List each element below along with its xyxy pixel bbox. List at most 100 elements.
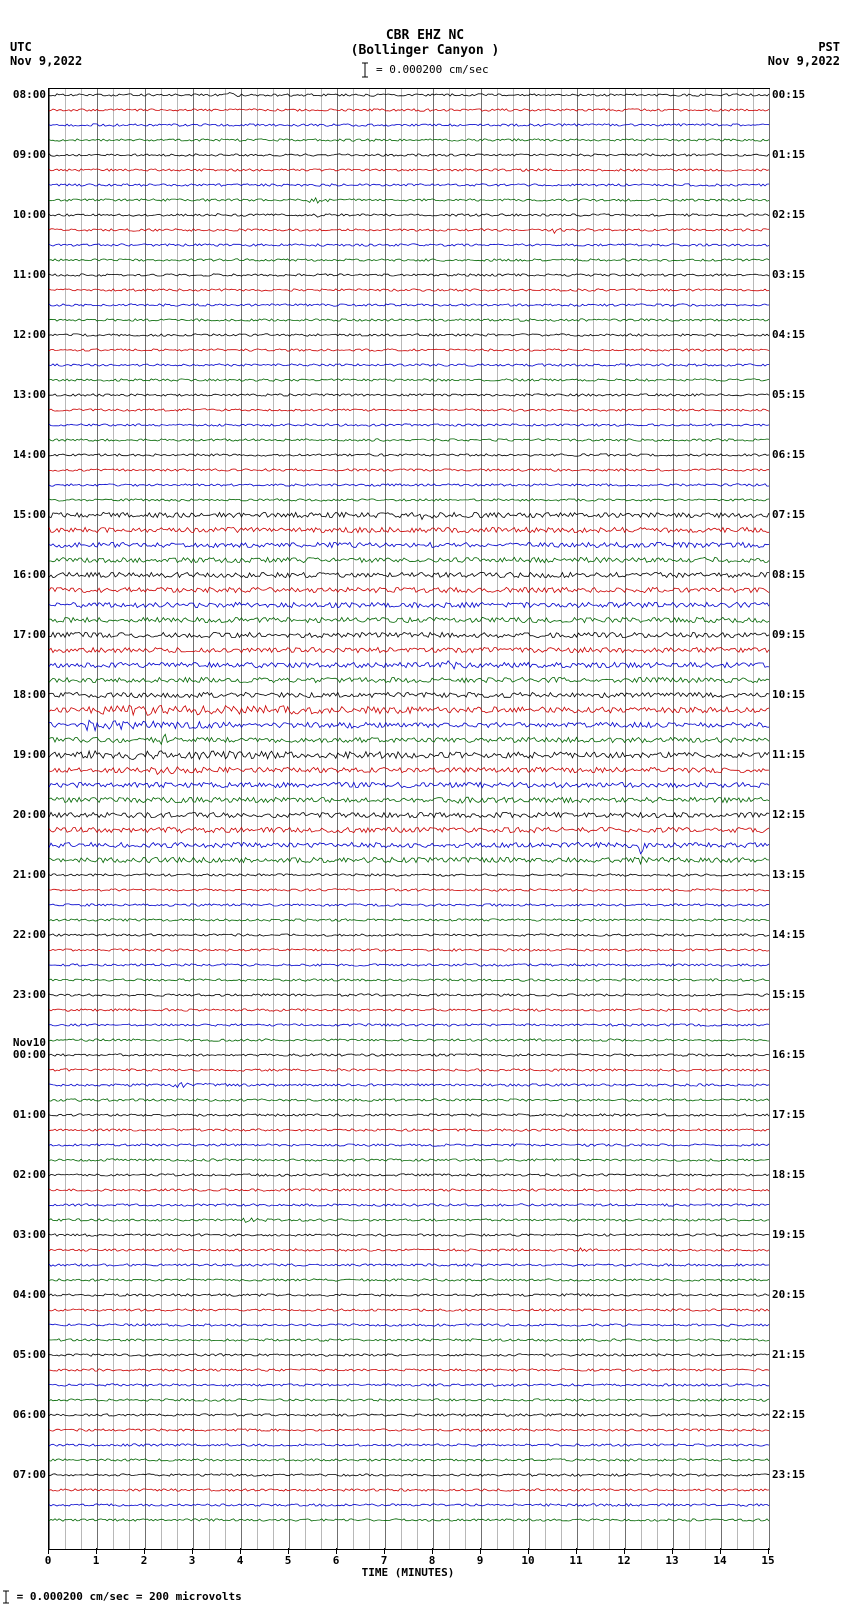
seismic-trace [49,259,769,261]
seismic-trace [49,677,769,682]
pst-time-label: 20:15 [772,1288,822,1301]
seismic-trace [49,154,769,156]
footer-scale: = 0.000200 cm/sec = 200 microvolts [2,1590,242,1604]
scale-bar-icon [361,62,369,78]
utc-time-label: 03:00 [2,1228,46,1241]
seismic-trace [49,499,769,501]
xtick-label: 0 [45,1554,52,1567]
seismic-trace [49,1369,769,1371]
seismic-trace [49,349,769,351]
seismic-trace [49,1009,769,1011]
seismic-trace [49,214,769,218]
seismic-trace [49,289,769,291]
seismic-trace [49,124,769,126]
seismic-trace [49,1474,769,1476]
seismic-trace [49,587,769,592]
utc-time-label: 20:00 [2,808,46,821]
seismic-trace [49,934,769,936]
pst-time-label: 23:15 [772,1468,822,1481]
pst-time-label: 05:15 [772,388,822,401]
seismic-trace [49,1279,769,1281]
utc-time-label: 01:00 [2,1108,46,1121]
seismic-trace [49,1083,769,1088]
utc-time-label: 10:00 [2,208,46,221]
seismic-trace [49,244,769,246]
seismic-trace [49,184,769,186]
utc-time-label: 02:00 [2,1168,46,1181]
seismic-trace [49,527,769,532]
footer-text: = 0.000200 cm/sec = 200 microvolts [17,1590,242,1603]
seismic-trace [49,720,769,730]
tz-right-date: Nov 9,2022 [768,54,840,68]
seismic-trace [49,827,769,833]
seismic-trace [49,1354,769,1356]
seismic-trace [49,994,769,996]
utc-time-label: 07:00 [2,1468,46,1481]
utc-time-label: 19:00 [2,748,46,761]
seismic-trace [49,469,769,471]
xtick-label: 4 [237,1554,244,1567]
tz-left-date: Nov 9,2022 [10,54,82,68]
seismic-trace [49,364,769,366]
seismic-trace [49,919,769,921]
utc-time-label: 05:00 [2,1348,46,1361]
seismic-trace [49,1504,769,1506]
utc-time-label: 00:00 [2,1048,46,1061]
utc-time-label: 11:00 [2,268,46,281]
seismic-trace [49,512,769,519]
seismic-trace [49,1204,769,1206]
seismic-trace [49,1144,769,1146]
scale-text: = 0.000200 cm/sec [376,63,489,76]
seismogram-container: CBR EHZ NC (Bollinger Canyon ) = 0.00020… [0,0,850,1613]
seismic-trace [49,542,769,547]
seismic-trace [49,949,769,951]
seismic-trace [49,1429,769,1431]
pst-time-label: 14:15 [772,928,822,941]
x-axis-label: TIME (MINUTES) [308,1566,508,1579]
seismic-trace [49,705,769,715]
scale-indicator: = 0.000200 cm/sec [0,58,850,86]
utc-time-label: 13:00 [2,388,46,401]
date-change-label: Nov10 [2,1036,46,1049]
seismic-trace [49,1054,769,1056]
seismic-trace [49,1114,769,1116]
xtick-label: 2 [141,1554,148,1567]
seismogram-plot [48,88,770,1550]
station-location: (Bollinger Canyon ) [0,43,850,58]
pst-time-label: 03:15 [772,268,822,281]
utc-time-label: 12:00 [2,328,46,341]
seismic-trace [49,229,769,234]
seismic-trace [49,334,769,336]
seismic-trace [49,617,769,622]
utc-time-label: 06:00 [2,1408,46,1421]
pst-time-label: 17:15 [772,1108,822,1121]
utc-time-label: 23:00 [2,988,46,1001]
pst-time-label: 19:15 [772,1228,822,1241]
pst-time-label: 00:15 [772,88,822,101]
pst-time-label: 02:15 [772,208,822,221]
xtick-label: 14 [713,1554,726,1567]
seismic-trace [49,274,769,276]
tz-right-name: PST [768,40,840,54]
pst-time-label: 01:15 [772,148,822,161]
seismic-trace [49,767,769,775]
utc-time-label: 18:00 [2,688,46,701]
pst-time-label: 08:15 [772,568,822,581]
seismic-trace [49,751,769,760]
seismic-trace [49,734,769,744]
seismic-trace [49,1159,769,1161]
utc-time-label: 15:00 [2,508,46,521]
xtick-label: 12 [617,1554,630,1567]
seismic-trace [49,602,769,607]
xtick-label: 10 [521,1554,534,1567]
utc-time-label: 17:00 [2,628,46,641]
seismic-trace [49,198,769,203]
pst-time-label: 15:15 [772,988,822,1001]
pst-time-label: 10:15 [772,688,822,701]
timezone-right: PST Nov 9,2022 [768,40,840,68]
seismic-trace [49,632,769,637]
seismic-trace [49,1099,769,1101]
pst-time-label: 07:15 [772,508,822,521]
utc-time-label: 04:00 [2,1288,46,1301]
pst-time-label: 16:15 [772,1048,822,1061]
